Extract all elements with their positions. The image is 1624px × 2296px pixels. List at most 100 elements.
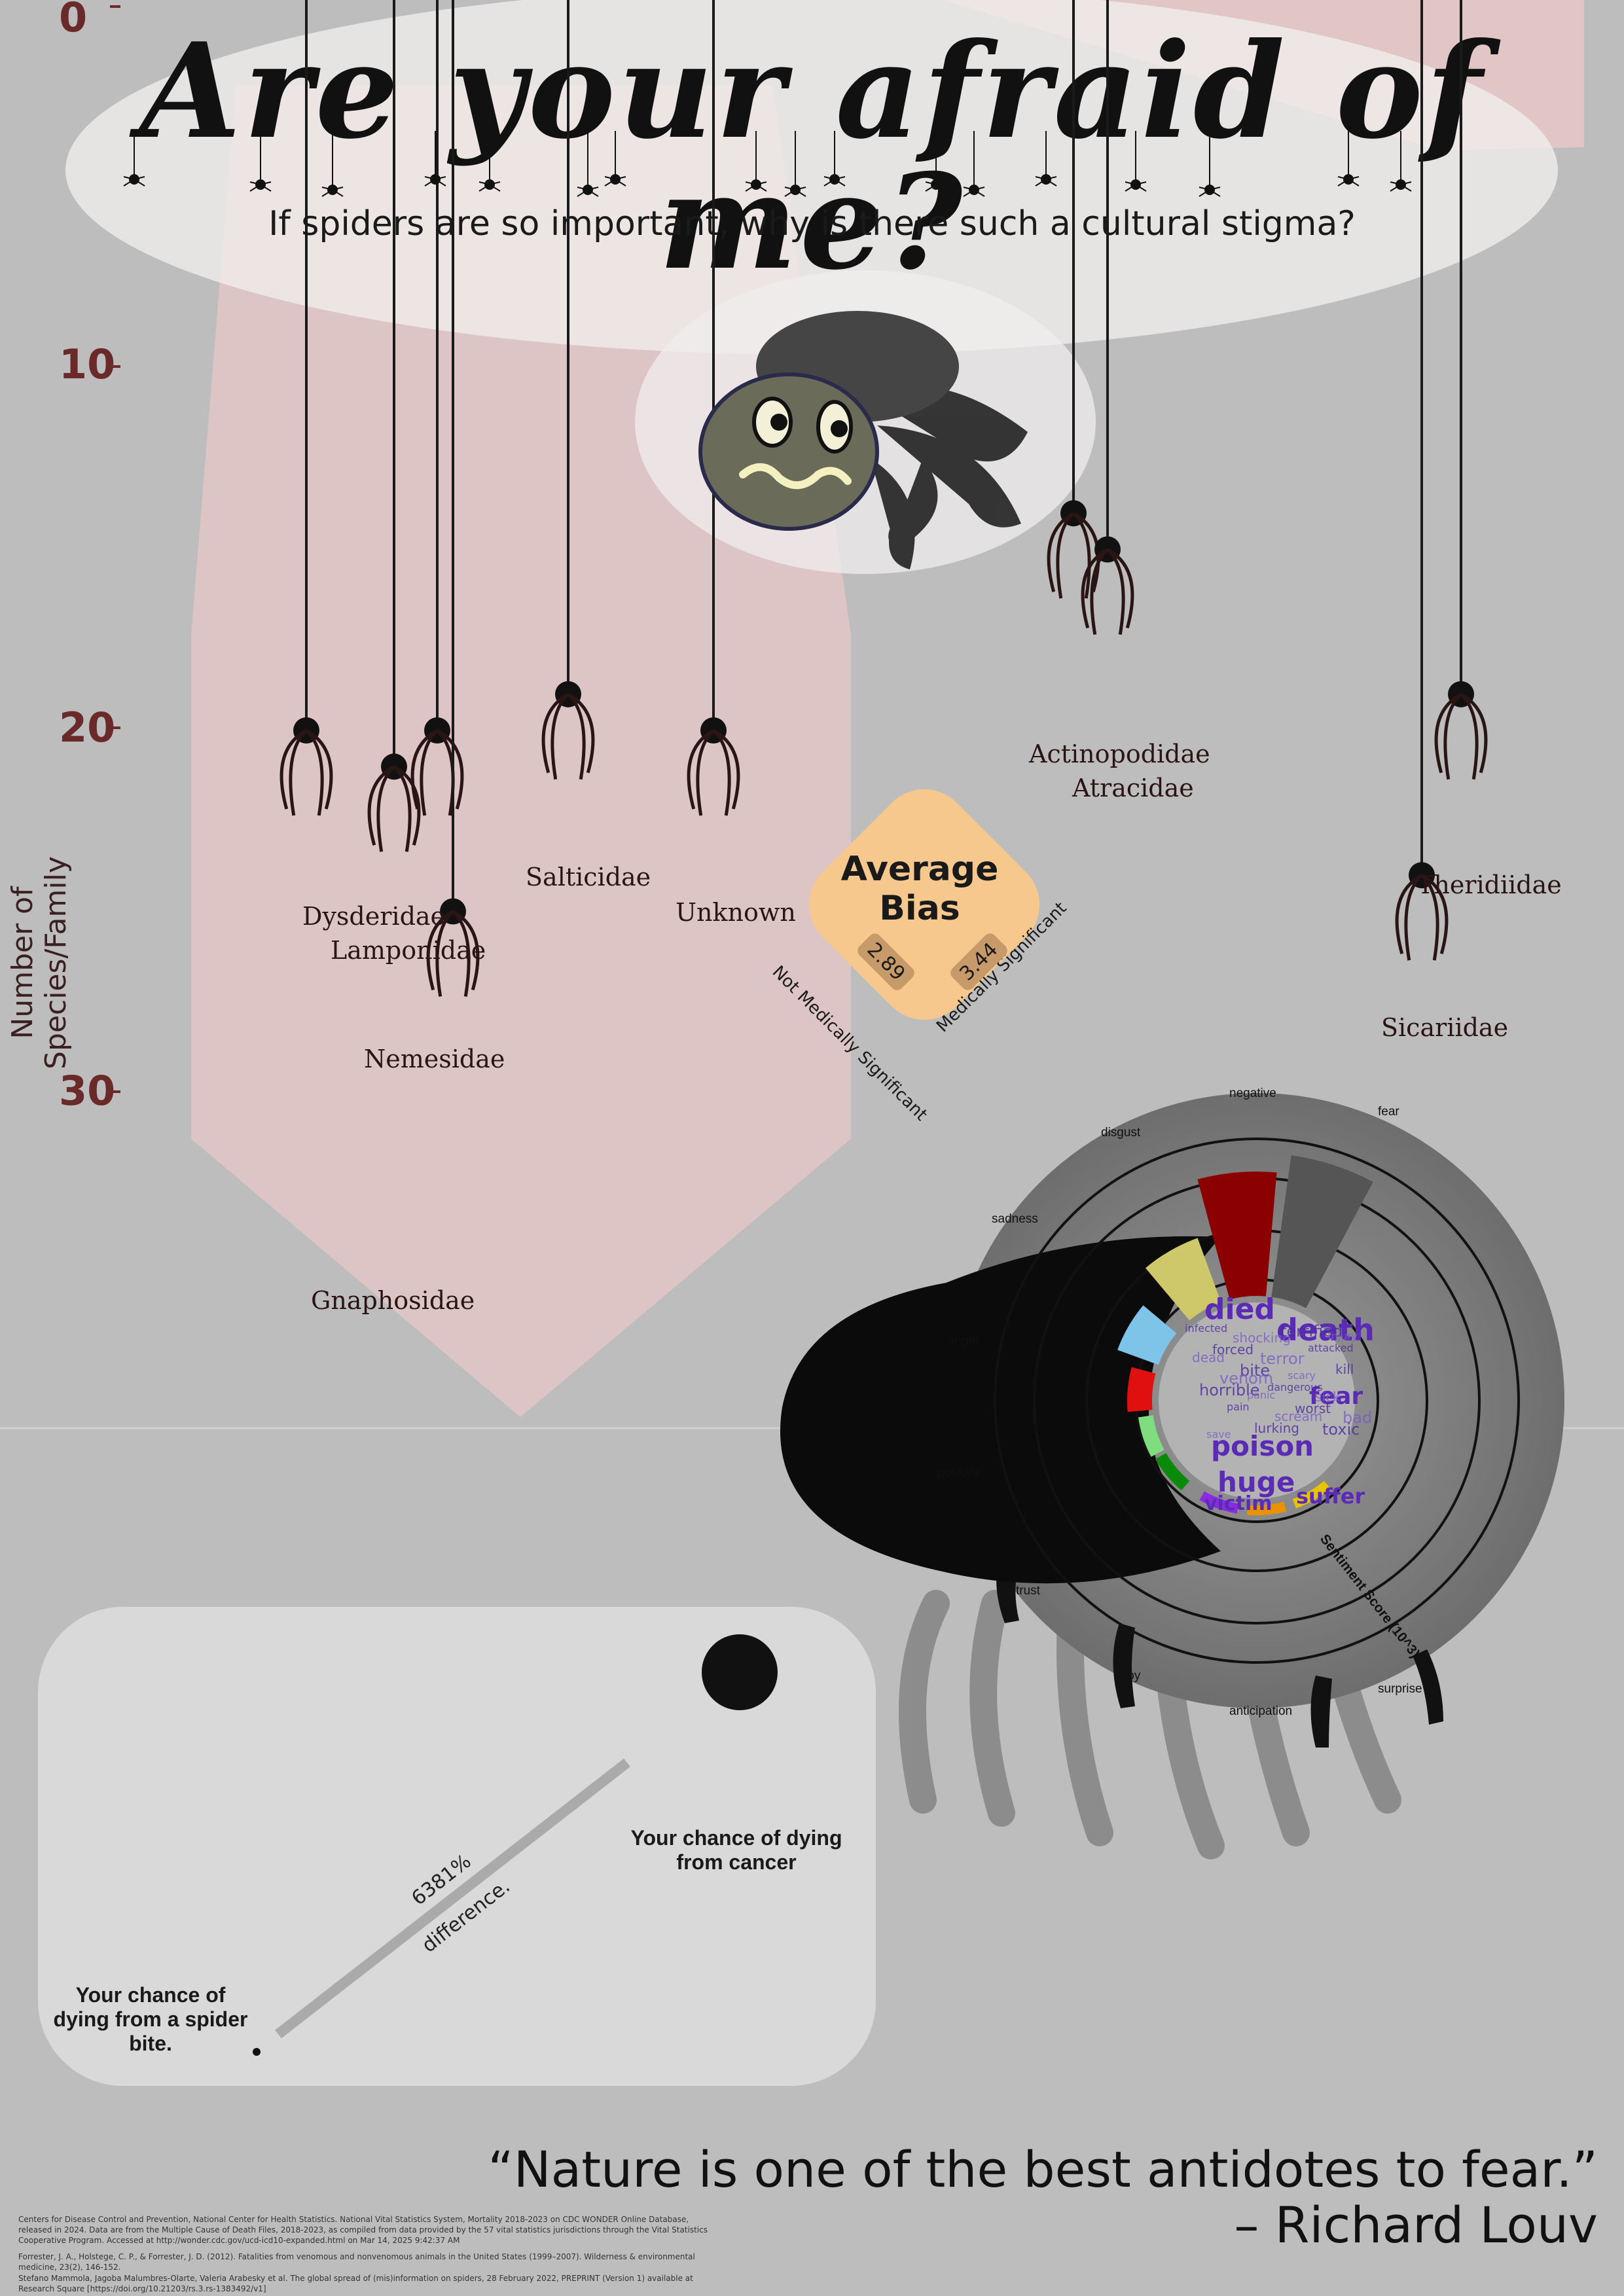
word-cloud-word: toxic	[1322, 1420, 1360, 1439]
closing-quote: “Nature is one of the best antidotes to …	[488, 2140, 1598, 2198]
hanging-spider-atracidae	[1081, 0, 1134, 635]
hanging-spider-dysderidae	[280, 0, 333, 816]
family-label-gnaphosidae: Gnaphosidae	[311, 1286, 475, 1315]
emotion-label-fear: fear	[1378, 1105, 1399, 1119]
word-cloud-word: panic	[1247, 1389, 1276, 1401]
word-cloud-word: lurking	[1254, 1420, 1299, 1436]
word-cloud-word: huge	[1218, 1466, 1295, 1498]
word-cloud-word: dead	[1192, 1350, 1225, 1365]
family-label-nemesidae: Nemesidae	[364, 1045, 505, 1073]
tiny-spider	[823, 131, 846, 187]
y-tick-10: 10	[59, 340, 116, 388]
word-cloud-word: injury	[1328, 1330, 1358, 1342]
sentiment-bar-anger	[1127, 1367, 1156, 1412]
hanging-spider-theridiidae	[1434, 0, 1488, 780]
family-label-unknown: Unknown	[676, 898, 796, 927]
tiny-spider	[604, 131, 626, 187]
word-cloud-word: scream	[1274, 1408, 1323, 1424]
tiny-spider	[1337, 131, 1360, 187]
tiny-spider	[963, 131, 985, 197]
word-cloud-word: died	[1204, 1293, 1275, 1326]
tiny-spider	[249, 131, 272, 192]
hanging-spider-nemesidae	[410, 0, 464, 816]
y-tick-0: 0	[59, 0, 88, 41]
tiny-spider	[424, 131, 446, 187]
tiny-spider	[745, 131, 767, 192]
word-cloud-word: death	[1276, 1312, 1375, 1348]
word-cloud-word: forced	[1212, 1342, 1254, 1357]
emotion-label-sadness: sadness	[992, 1212, 1038, 1226]
word-cloud: died death poison huge victim suffer fear infec…	[1172, 1280, 1375, 1515]
word-cloud-word: victim	[1204, 1492, 1272, 1515]
word-cloud-word: attacked	[1308, 1342, 1354, 1354]
emotion-label-joy: joy	[1125, 1669, 1141, 1683]
word-cloud-word: bad	[1343, 1408, 1373, 1427]
word-cloud-word: worst	[1295, 1401, 1331, 1416]
tiny-spider	[784, 131, 806, 197]
tiny-spider	[1390, 131, 1412, 192]
emotion-label-disgust: disgust	[1101, 1126, 1141, 1139]
word-cloud-word: dangerous	[1267, 1381, 1323, 1393]
tiny-spider	[1035, 131, 1057, 187]
family-label-lamponidae: Lamponidae	[331, 936, 486, 965]
word-cloud-word: fear	[1309, 1383, 1363, 1410]
sentiment-bar-anticipation	[1246, 1501, 1287, 1516]
word-cloud-word: shocking	[1233, 1330, 1291, 1346]
word-cloud-word: terror	[1260, 1350, 1305, 1368]
tiny-spider	[123, 131, 145, 187]
emotion-label-trust: trust	[1016, 1584, 1040, 1598]
word-cloud-word: bite	[1240, 1361, 1271, 1380]
hanging-spider-actinopodidae	[1047, 0, 1100, 599]
page-subtitle: If spiders are so important, why is ther…	[268, 204, 1356, 243]
sentiment-bar-negative	[1197, 1172, 1277, 1300]
emotion-label-anger: anger	[948, 1334, 980, 1348]
family-label-dysderidae: Dysderidae	[302, 902, 446, 931]
emotion-label-anticipation: anticipation	[1229, 1704, 1293, 1718]
word-cloud-word: infected	[1185, 1322, 1228, 1335]
reference-mammola: Stefano Mammola, Jagoba Malumbres-Olarte…	[18, 2274, 693, 2294]
page-title: Are your afraid of me?	[139, 14, 1485, 299]
reference-cdc: Centers for Disease Control and Preventi…	[18, 2215, 708, 2246]
word-cloud-word: venom	[1219, 1369, 1274, 1388]
emotion-label-negative: negative	[1229, 1086, 1276, 1100]
word-cloud-word: horrible	[1199, 1381, 1260, 1399]
family-label-actinopodidae: Actinopodidae	[1029, 740, 1210, 768]
sentiment-bar-joy	[1292, 1480, 1331, 1509]
word-cloud-word: pain	[1227, 1401, 1250, 1413]
word-cloud-word: scary	[1288, 1369, 1316, 1382]
family-label-atracidae: Atracidae	[1072, 774, 1194, 802]
radial-center	[1159, 1302, 1355, 1499]
hanging-spider-lamponidae	[367, 0, 421, 852]
spider-bite-chance-label: Your chance of dying from a spider bite.	[53, 1983, 248, 2055]
word-cloud-word: kill	[1335, 1361, 1354, 1377]
family-label-salticidae: Salticidae	[526, 863, 651, 891]
family-label-sicariidae: Sicariidae	[1381, 1013, 1509, 1042]
hanging-spider-salticidae	[541, 0, 595, 780]
hanging-spider-sicariidae	[1395, 0, 1449, 961]
sentiment-bar-surprise	[1199, 1491, 1239, 1514]
hanging-spider-unknown	[687, 0, 740, 816]
sentiment-bar-fear	[1271, 1155, 1373, 1308]
y-tick-20: 20	[59, 704, 116, 751]
tiny-spider	[1125, 131, 1147, 192]
average-bias-title: Average Bias	[840, 850, 999, 928]
y-tick-30: 30	[59, 1067, 116, 1115]
emotion-label-positive: positive	[937, 1466, 980, 1480]
tiny-spider	[321, 131, 344, 197]
sentiment-bar-trust	[1155, 1453, 1190, 1491]
word-cloud-word: save	[1206, 1428, 1231, 1441]
sentiment-bar-sadness	[1117, 1305, 1177, 1365]
word-cloud-word: suffer	[1296, 1484, 1365, 1509]
emotion-label-surprise: surprise	[1378, 1682, 1422, 1696]
family-label-theridiidae: Theridiidae	[1417, 870, 1562, 899]
tiny-spider	[925, 131, 947, 192]
word-cloud-word: poison	[1211, 1430, 1314, 1462]
word-cloud-word: sick	[1315, 1389, 1341, 1405]
